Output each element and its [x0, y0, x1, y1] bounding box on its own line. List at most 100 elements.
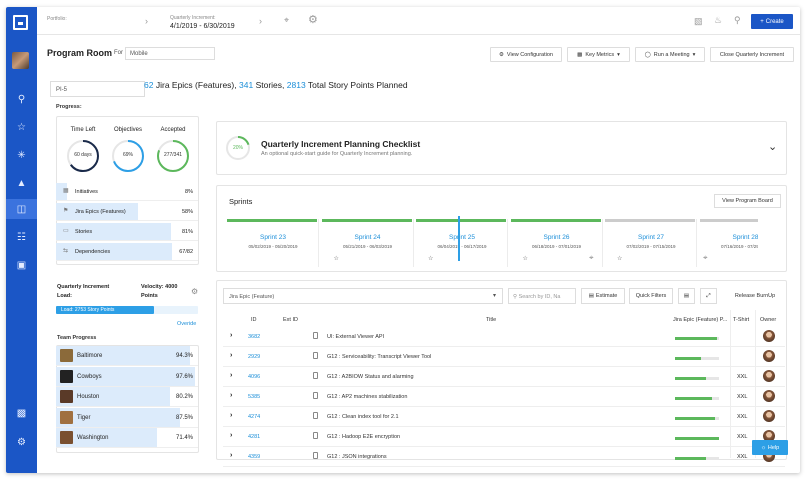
item-id-link[interactable]: 2929 [248, 354, 261, 360]
team-row[interactable]: Baltimore 94.3% [56, 346, 198, 366]
hierarchy-icon[interactable]: ▲ [16, 177, 27, 189]
progress-row[interactable]: ⚑ Jira Epics (Features) 58% [56, 203, 198, 221]
logo-icon[interactable] [13, 15, 28, 30]
sprint-column[interactable]: Sprint 25 06/04/2019 - 06/17/2019 ☆ [416, 219, 508, 267]
board-icon[interactable]: ▣ [16, 259, 27, 271]
create-button[interactable]: + Create [751, 14, 793, 29]
owner-avatar[interactable] [763, 370, 775, 382]
team-row[interactable]: Washington 71.4% [56, 428, 198, 448]
chevron-down-icon[interactable]: ⌄ [768, 141, 778, 153]
search-icon[interactable]: ⚲ [17, 93, 26, 105]
trash-icon[interactable]: ▧ [694, 16, 703, 26]
item-type-select[interactable]: Jira Epic (Feature) [223, 288, 503, 304]
item-title[interactable]: UI: External Viewer API [327, 334, 385, 340]
sprint-column[interactable]: Sprint 24 05/21/2019 - 06/03/2019 ☆ [321, 219, 414, 267]
item-title[interactable]: G12 : Clean index tool for 2.1 [327, 414, 399, 420]
table-row[interactable]: › 4274 G12 : Clean index tool for 2.1 XXL [223, 407, 785, 427]
star-icon[interactable]: ☆ [522, 256, 528, 262]
header-ext-id[interactable]: Ext ID [283, 317, 298, 323]
sprint-name[interactable]: Sprint 23 [259, 234, 287, 241]
item-id-link[interactable]: 4274 [248, 414, 261, 420]
item-id-link[interactable]: 4096 [248, 374, 261, 380]
network-icon[interactable]: ✳ [17, 149, 26, 161]
owner-avatar[interactable] [763, 430, 775, 442]
progress-row[interactable]: ▦ Initiatives 8% [56, 183, 198, 201]
item-title[interactable]: G12 : A2BIOW Status and alarming [327, 374, 414, 380]
header-progress[interactable]: Jira Epic (Feature) P... [673, 317, 728, 323]
close-qi-button[interactable]: Close Quarterly Increment [710, 47, 794, 62]
sprint-column[interactable]: Sprint 26 06/18/2019 - 07/01/2019 ☆ [510, 219, 603, 267]
item-id-link[interactable]: 4359 [248, 454, 261, 460]
sprint-name[interactable]: Sprint 28 [732, 234, 758, 241]
expand-chevron-icon[interactable]: › [230, 392, 233, 399]
header-owner[interactable]: Owner [760, 317, 777, 323]
expand-chevron-icon[interactable]: › [230, 332, 233, 339]
settings-gear-icon[interactable]: ⚙ [17, 436, 26, 448]
header-title[interactable]: Title [486, 317, 497, 323]
sprint-column[interactable]: Sprint 28 07/16/2019 - 07/29/2019 [699, 219, 758, 267]
sprint-name[interactable]: Sprint 25 [448, 234, 476, 241]
qi-dates[interactable]: 4/1/2019 - 6/30/2019 [170, 23, 235, 30]
table-row[interactable]: › 4359 G12 : JSON integrations XXL [223, 447, 785, 467]
teams-icon[interactable]: ☷ [17, 231, 26, 243]
header-tshirt[interactable]: T-Shirt [733, 317, 750, 323]
view-program-board-button[interactable]: View Program Board [714, 194, 781, 208]
run-meeting-button[interactable]: ◯ Run a Meeting ▾ [635, 47, 705, 62]
item-title[interactable]: G12 : Hadoop E2E encryption [327, 434, 401, 440]
item-title[interactable]: G12 : Serviceability: Transcript Viewer … [327, 354, 432, 360]
item-id-link[interactable]: 5385 [248, 394, 261, 400]
owner-avatar[interactable] [763, 350, 775, 362]
progress-row[interactable]: ⇆ Dependencies 67/82 [56, 243, 198, 261]
expand-chevron-icon[interactable]: › [230, 372, 233, 379]
item-id-link[interactable]: 3682 [248, 334, 261, 340]
expand-chevron-icon[interactable]: › [230, 412, 233, 419]
expand-button[interactable]: ⤢ [700, 288, 717, 304]
expand-chevron-icon[interactable]: › [230, 432, 233, 439]
expand-chevron-icon[interactable]: › [230, 452, 233, 459]
search-icon[interactable]: ⚲ [734, 15, 741, 25]
header-id[interactable]: ID [251, 317, 257, 323]
view-configuration-button[interactable]: ⚙ View Configuration [490, 47, 562, 62]
sprint-column[interactable]: Sprint 23 05/02/2019 - 05/20/2019 [227, 219, 319, 267]
owner-avatar[interactable] [763, 330, 775, 342]
team-row[interactable]: Houston 80.2% [56, 387, 198, 407]
help-button[interactable]: ☼ Help [752, 440, 788, 455]
team-row[interactable]: Tiger 87.5% [56, 407, 198, 428]
table-row[interactable]: › 4281 G12 : Hadoop E2E encryption XXL [223, 427, 785, 447]
pi-select[interactable]: PI-5 [50, 81, 145, 97]
gears-icon[interactable]: ⚙ [308, 14, 318, 26]
quick-filters-button[interactable]: Quick Filters [629, 288, 673, 304]
table-row[interactable]: › 3682 UI: External Viewer API [223, 327, 785, 347]
overide-link[interactable]: Overide [177, 321, 197, 327]
program-room-icon[interactable]: ◫ [6, 199, 37, 219]
team-row[interactable]: Cowboys 97.6% [56, 366, 198, 387]
estimate-button[interactable]: ▤ Estimate [581, 288, 625, 304]
crosshair-icon[interactable]: ⌖ [284, 15, 290, 25]
reports-icon[interactable]: ▩ [16, 407, 27, 419]
search-input[interactable]: ⚲ Search by ID, Na [508, 288, 576, 304]
star-icon[interactable]: ☆ [17, 121, 26, 133]
print-button[interactable]: ▤ [678, 288, 695, 304]
key-metrics-button[interactable]: ▩ Key Metrics ▾ [567, 47, 630, 62]
star-icon[interactable]: ☆ [428, 256, 434, 262]
release-burnup-button[interactable]: Release BurnUp [725, 288, 785, 304]
expand-chevron-icon[interactable]: › [230, 352, 233, 359]
table-row[interactable]: › 4096 G12 : A2BIOW Status and alarming XXL [223, 367, 785, 387]
bell-icon[interactable]: ♨ [714, 15, 723, 25]
sprint-name[interactable]: Sprint 24 [354, 234, 381, 241]
sprint-column[interactable]: Sprint 27 07/02/2019 - 07/15/2019 ☆ [605, 219, 697, 267]
checklist-card[interactable] [216, 121, 787, 175]
owner-avatar[interactable] [763, 390, 775, 402]
owner-avatar[interactable] [763, 410, 775, 422]
sprint-name[interactable]: Sprint 26 [543, 234, 570, 241]
table-row[interactable]: › 2929 G12 : Serviceability: Transcript Vi… [223, 347, 785, 367]
user-avatar[interactable] [12, 52, 29, 69]
sprint-name[interactable]: Sprint 27 [637, 234, 665, 241]
table-row[interactable]: › 5385 G12 : AP2 machines stabilization XXL [223, 387, 785, 407]
star-icon[interactable]: ☆ [333, 256, 339, 262]
progress-row[interactable]: ▭ Stories 81% [56, 223, 198, 241]
gear-icon[interactable]: ⚙ [191, 287, 199, 296]
item-title[interactable]: G12 : AP2 machines stabilization [327, 394, 408, 400]
item-title[interactable]: G12 : JSON integrations [327, 454, 387, 460]
item-id-link[interactable]: 4281 [248, 434, 261, 440]
